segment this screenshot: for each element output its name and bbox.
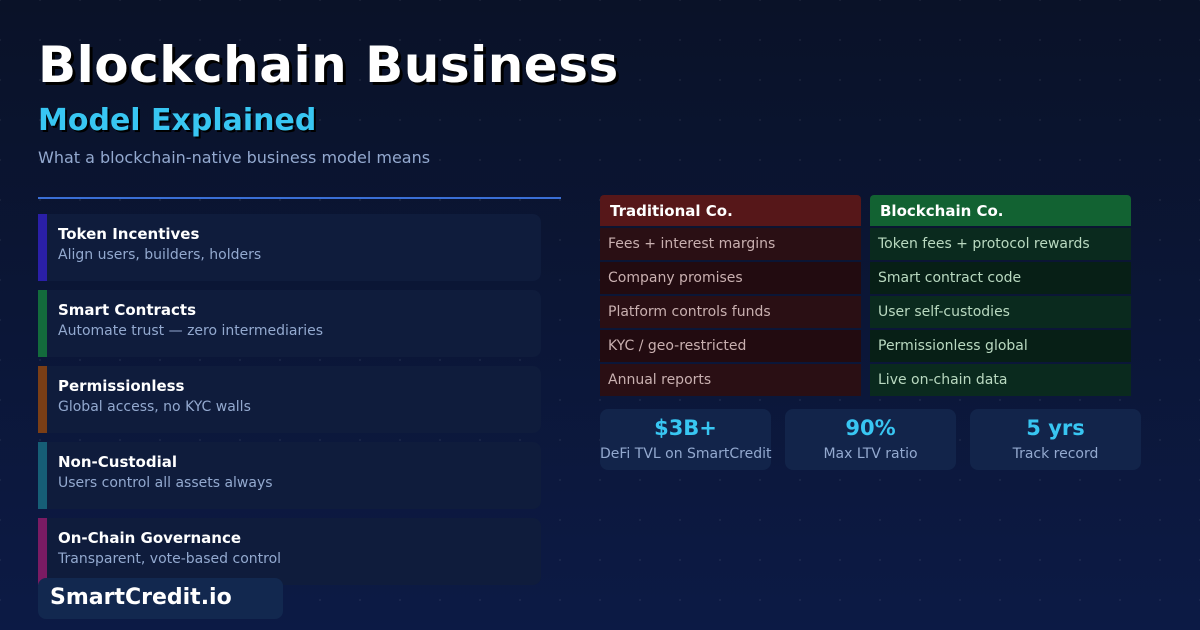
traditional-cell: Fees + interest margins — [600, 228, 861, 260]
feature-smart-contracts: Smart Contracts Automate trust — zero in… — [38, 290, 541, 357]
stat-label: Max LTV ratio — [823, 446, 918, 462]
traditional-cell: KYC / geo-restricted — [600, 330, 861, 362]
feature-description: Align users, builders, holders — [58, 247, 262, 263]
stat-card-track-record: 5 yrs Track record — [970, 409, 1141, 470]
blockchain-cell: Permissionless global — [870, 330, 1131, 362]
feature-title: Non-Custodial — [58, 453, 177, 471]
blockchain-column-header: Blockchain Co. — [870, 195, 1131, 226]
brand-logo: SmartCredit.io — [38, 578, 283, 619]
stat-value: 90% — [845, 416, 896, 440]
page-subtitle: Model Explained — [38, 103, 317, 138]
stat-label: Track record — [1012, 446, 1099, 462]
feature-description: Transparent, vote-based control — [58, 551, 282, 567]
blockchain-cell: Token fees + protocol rewards — [870, 228, 1131, 260]
feature-title: Smart Contracts — [58, 301, 197, 319]
traditional-cell: Annual reports — [600, 364, 861, 396]
traditional-column-header: Traditional Co. — [600, 195, 861, 226]
stat-label: DeFi TVL on SmartCredit — [600, 446, 772, 462]
feature-permissionless: Permissionless Global access, no KYC wal… — [38, 366, 541, 433]
stat-value: 5 yrs — [1026, 416, 1085, 440]
feature-description: Users control all assets always — [58, 475, 273, 491]
feature-non-custodial: Non-Custodial Users control all assets a… — [38, 442, 541, 509]
stat-card-ltv: 90% Max LTV ratio — [785, 409, 956, 470]
feature-token-incentives: Token Incentives Align users, builders, … — [38, 214, 541, 281]
feature-accent-bar — [38, 442, 47, 509]
feature-title: Permissionless — [58, 377, 185, 395]
feature-on-chain-governance: On-Chain Governance Transparent, vote-ba… — [38, 518, 541, 585]
feature-accent-bar — [38, 290, 47, 357]
header-divider — [38, 197, 561, 199]
feature-description: Automate trust — zero intermediaries — [58, 323, 324, 339]
feature-description: Global access, no KYC walls — [58, 399, 251, 415]
traditional-cell: Platform controls funds — [600, 296, 861, 328]
blockchain-cell: User self-custodies — [870, 296, 1131, 328]
blockchain-cell: Smart contract code — [870, 262, 1131, 294]
feature-accent-bar — [38, 518, 47, 585]
page-title: Blockchain Business — [38, 36, 619, 94]
stat-card-tvl: $3B+ DeFi TVL on SmartCredit — [600, 409, 772, 470]
blockchain-cell: Live on-chain data — [870, 364, 1131, 396]
traditional-cell: Company promises — [600, 262, 861, 294]
feature-accent-bar — [38, 214, 47, 281]
page-tagline: What a blockchain-native business model … — [38, 148, 431, 167]
feature-title: Token Incentives — [58, 225, 200, 243]
stat-value: $3B+ — [654, 416, 717, 440]
feature-title: On-Chain Governance — [58, 529, 242, 547]
feature-accent-bar — [38, 366, 47, 433]
